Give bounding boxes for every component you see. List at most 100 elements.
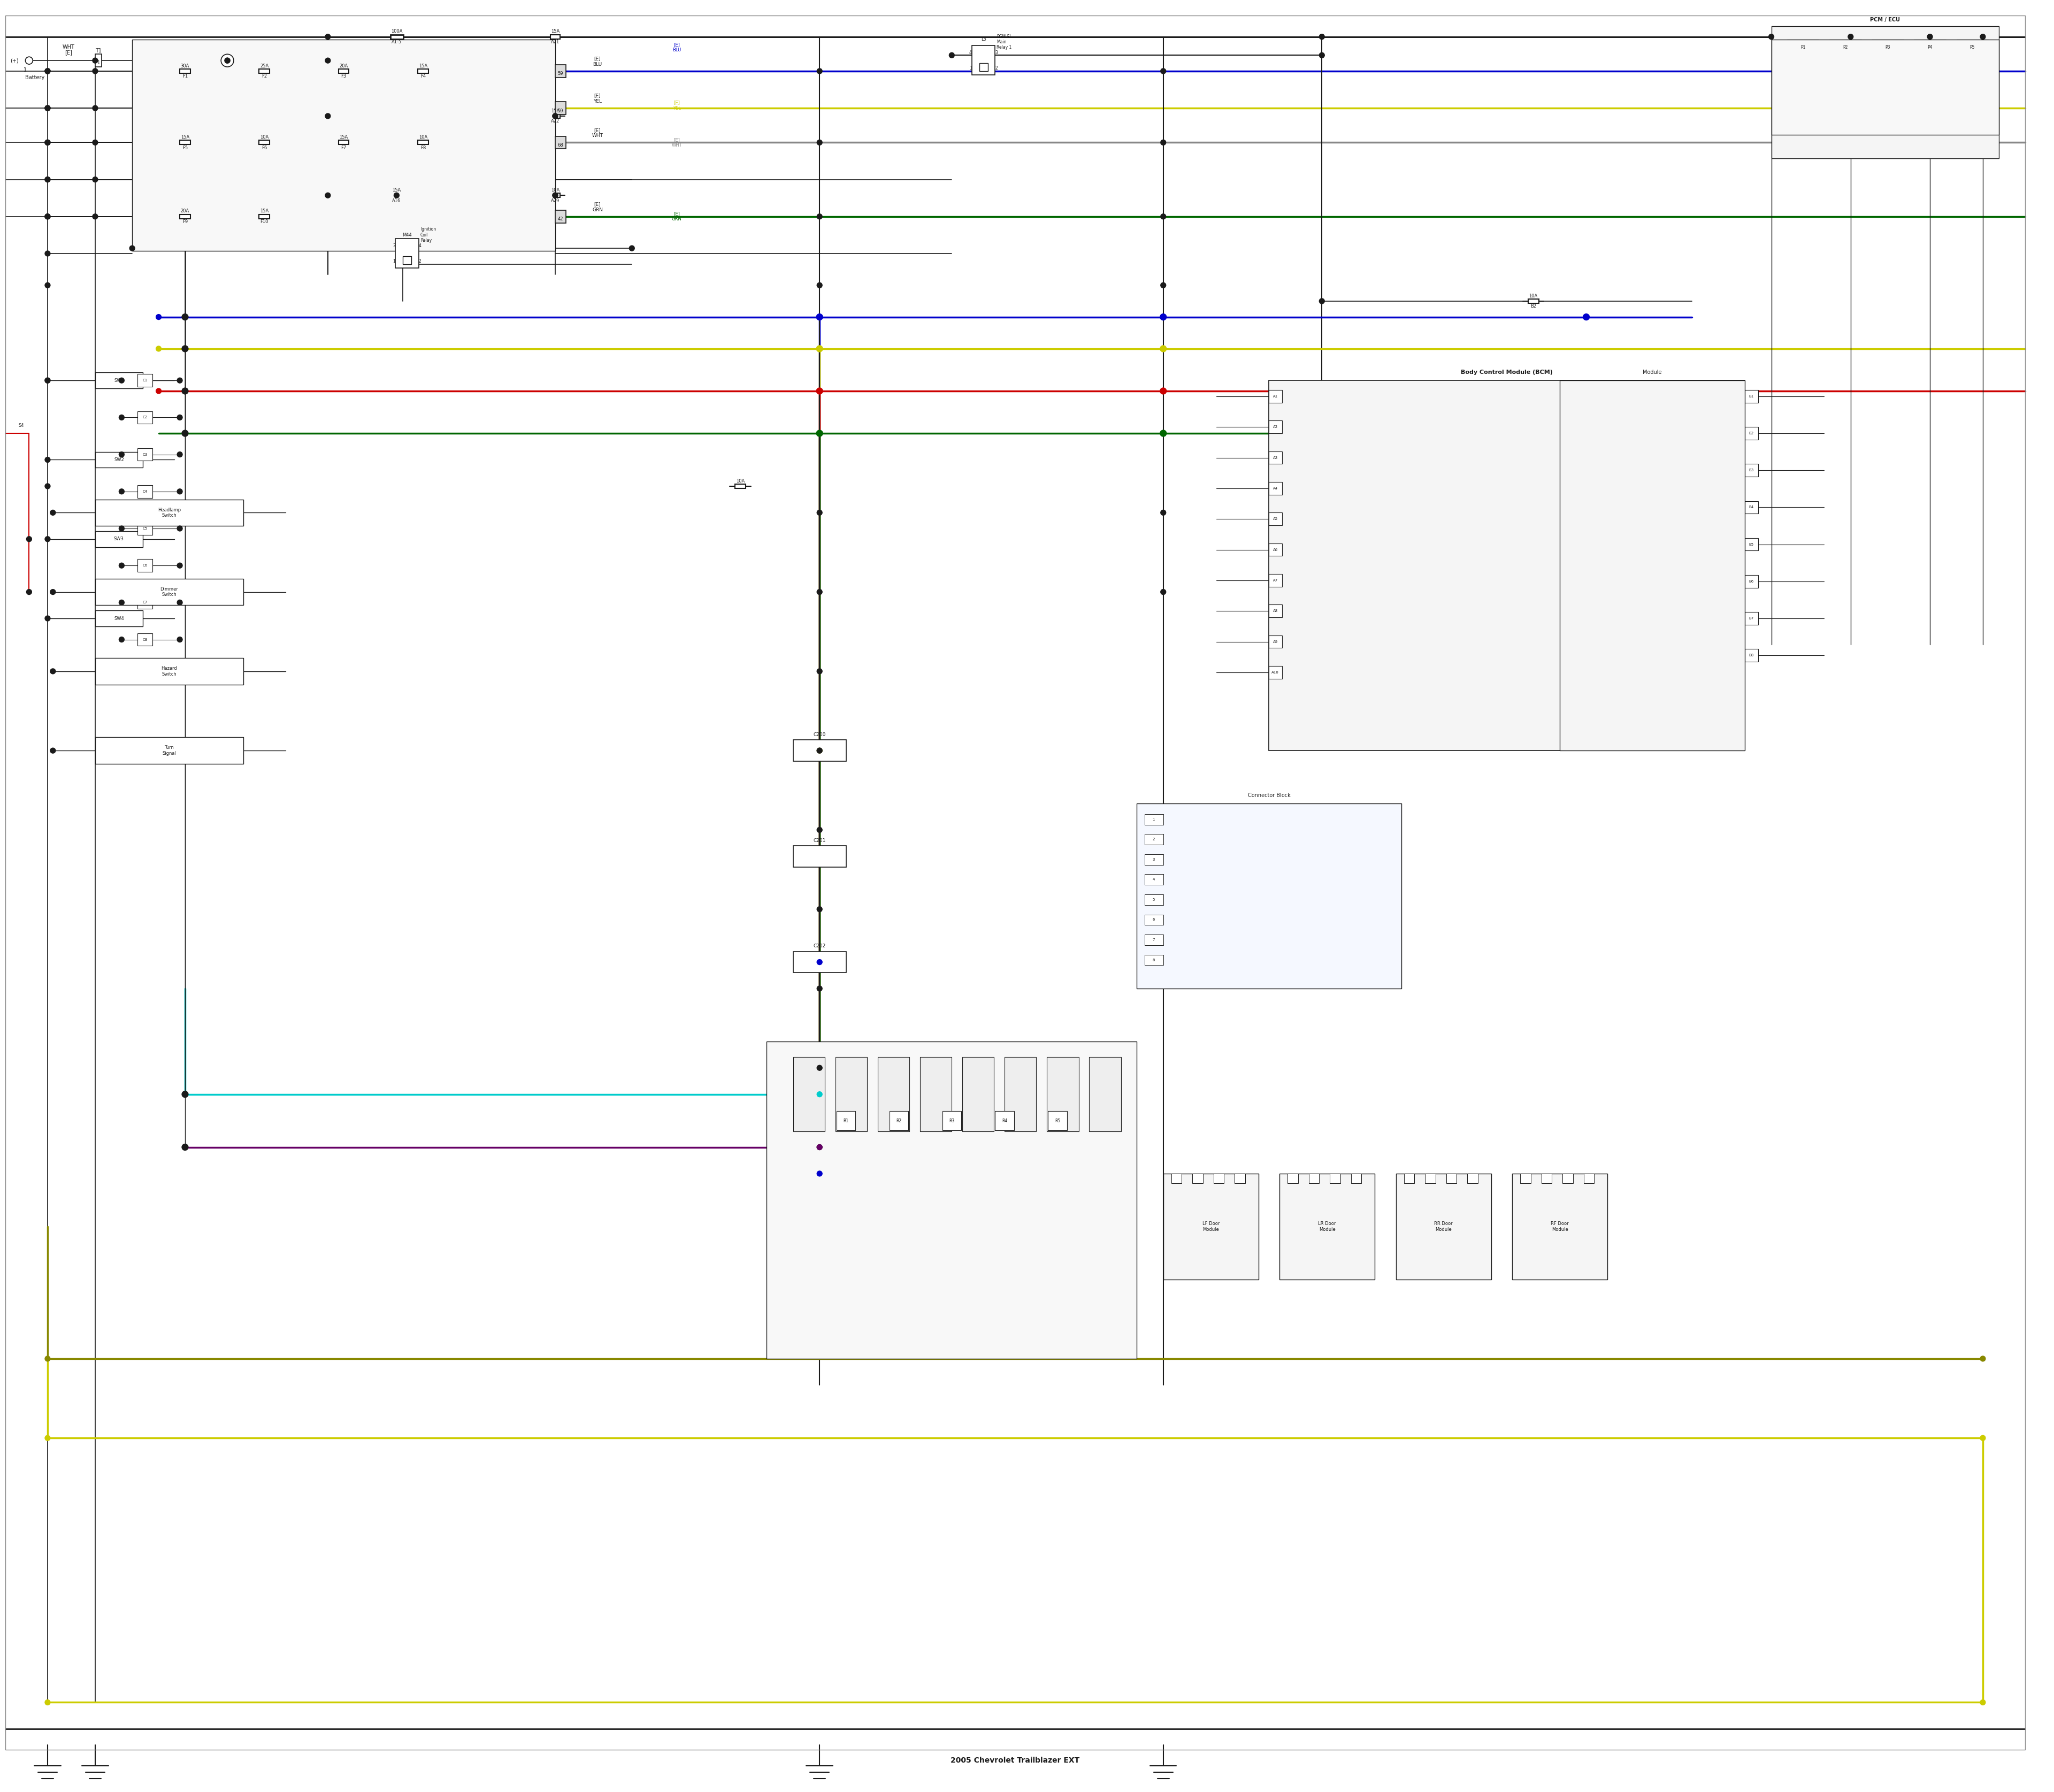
Text: 3: 3 xyxy=(994,50,998,56)
Circle shape xyxy=(817,1091,822,1097)
Bar xyxy=(1584,1174,1594,1183)
Text: RR Door
Module: RR Door Module xyxy=(1434,1222,1452,1231)
Bar xyxy=(766,1041,1136,1358)
Circle shape xyxy=(183,387,189,394)
Bar xyxy=(138,521,152,534)
Circle shape xyxy=(1161,346,1167,351)
Text: F10: F10 xyxy=(261,219,269,224)
Text: [E]
YEL: [E] YEL xyxy=(594,93,602,104)
Text: C8: C8 xyxy=(142,638,148,642)
Text: C201: C201 xyxy=(813,839,826,842)
Bar xyxy=(943,1111,961,1131)
Bar xyxy=(1269,380,1746,751)
Text: 25A: 25A xyxy=(261,63,269,68)
Text: B1: B1 xyxy=(1748,394,1754,398)
Circle shape xyxy=(817,1145,822,1150)
Bar xyxy=(1144,914,1163,925)
Text: 4: 4 xyxy=(419,244,421,247)
Text: P4: P4 xyxy=(1927,45,1933,50)
Text: 1: 1 xyxy=(1152,817,1154,821)
Circle shape xyxy=(119,525,123,530)
Text: R5: R5 xyxy=(1056,1118,1060,1124)
Text: F8: F8 xyxy=(421,145,425,151)
Bar xyxy=(1746,426,1758,439)
Text: Ignition
Coil
Relay: Ignition Coil Relay xyxy=(421,228,435,244)
Circle shape xyxy=(92,140,99,145)
Bar xyxy=(94,500,242,525)
Text: R2: R2 xyxy=(896,1118,902,1124)
Circle shape xyxy=(45,68,49,73)
Circle shape xyxy=(177,452,183,457)
Bar xyxy=(1269,667,1282,679)
Text: SW3: SW3 xyxy=(113,536,123,541)
Circle shape xyxy=(325,34,331,39)
Text: M44: M44 xyxy=(403,233,413,237)
Text: 2: 2 xyxy=(1152,839,1154,840)
Text: R4: R4 xyxy=(1002,1118,1006,1124)
Circle shape xyxy=(177,414,183,419)
Circle shape xyxy=(817,668,822,674)
Text: LR Door
Module: LR Door Module xyxy=(1319,1222,1335,1231)
Circle shape xyxy=(45,177,49,183)
Text: 6: 6 xyxy=(1152,918,1154,921)
Circle shape xyxy=(45,378,49,383)
Text: 59: 59 xyxy=(559,108,563,113)
Text: SW2: SW2 xyxy=(113,457,123,462)
Circle shape xyxy=(817,907,822,912)
Bar xyxy=(836,1057,867,1131)
Circle shape xyxy=(156,314,162,319)
Bar xyxy=(339,140,349,145)
Text: 2: 2 xyxy=(994,66,998,72)
Circle shape xyxy=(92,177,99,183)
Text: Headlamp
Switch: Headlamp Switch xyxy=(158,507,181,518)
Circle shape xyxy=(45,213,49,219)
Text: C5: C5 xyxy=(142,527,148,530)
Text: 15A: 15A xyxy=(339,134,347,140)
Bar xyxy=(550,194,561,197)
Circle shape xyxy=(1161,213,1167,219)
Circle shape xyxy=(45,283,49,289)
Circle shape xyxy=(92,68,99,73)
Circle shape xyxy=(119,563,123,568)
Bar xyxy=(259,140,269,145)
Circle shape xyxy=(817,986,822,991)
Text: 15A: 15A xyxy=(392,188,401,192)
Circle shape xyxy=(45,140,49,145)
Circle shape xyxy=(815,430,824,437)
Bar xyxy=(138,597,152,609)
Circle shape xyxy=(629,246,635,251)
Circle shape xyxy=(817,346,822,351)
Text: F1: F1 xyxy=(183,73,187,79)
Text: F3: F3 xyxy=(341,73,347,79)
Circle shape xyxy=(45,1357,49,1362)
Text: C200: C200 xyxy=(813,733,826,737)
Circle shape xyxy=(183,1145,187,1150)
Circle shape xyxy=(177,563,183,568)
Bar xyxy=(259,215,269,219)
Circle shape xyxy=(815,314,824,321)
Text: 5: 5 xyxy=(1152,898,1154,901)
Text: [E]: [E] xyxy=(66,50,72,56)
Bar xyxy=(94,737,242,763)
Bar xyxy=(1089,1057,1121,1131)
Text: 2: 2 xyxy=(419,260,421,263)
Bar xyxy=(1746,649,1758,661)
Text: A3: A3 xyxy=(1273,455,1278,459)
Bar xyxy=(980,63,988,72)
Text: (+): (+) xyxy=(10,57,18,63)
Bar xyxy=(1787,39,1820,56)
Circle shape xyxy=(156,346,162,351)
Circle shape xyxy=(45,140,49,145)
Bar xyxy=(138,375,152,387)
Text: 10A: 10A xyxy=(735,478,746,484)
Bar xyxy=(1269,452,1282,464)
Text: C3: C3 xyxy=(142,453,148,457)
Circle shape xyxy=(45,106,49,111)
Bar xyxy=(1269,543,1282,556)
Bar xyxy=(1528,299,1538,303)
Text: 7: 7 xyxy=(1152,939,1154,941)
Text: Battery: Battery xyxy=(25,75,45,81)
Text: 1: 1 xyxy=(25,68,27,73)
Circle shape xyxy=(45,251,49,256)
Text: 4: 4 xyxy=(1152,878,1154,882)
